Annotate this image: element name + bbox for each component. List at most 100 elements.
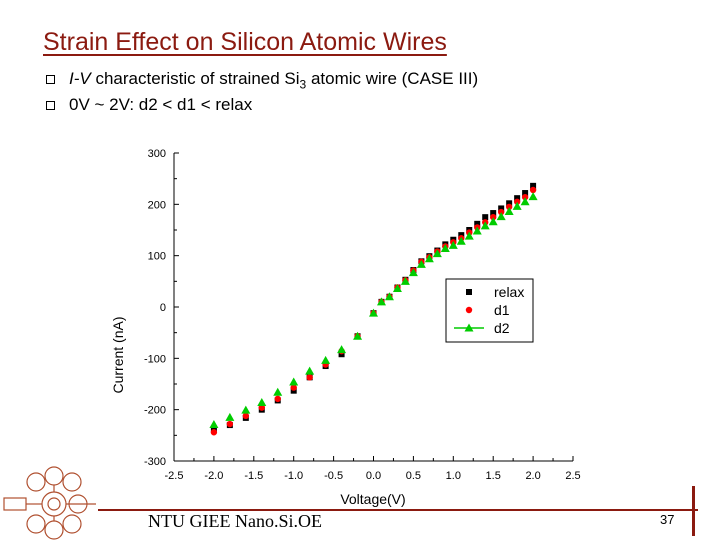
d1-point xyxy=(529,186,537,194)
d1-point xyxy=(505,203,513,211)
relax-point xyxy=(506,200,513,207)
y-tick-label: 100 xyxy=(148,251,166,263)
d2-point xyxy=(448,240,458,249)
legend-label: relax xyxy=(494,284,524,300)
d2-point xyxy=(392,284,402,293)
y-tick-label: 300 xyxy=(148,148,166,160)
d2-point xyxy=(480,221,490,230)
y-tick-label: 200 xyxy=(148,199,166,211)
slide-title: Strain Effect on Silicon Atomic Wires xyxy=(43,28,447,56)
d1-point xyxy=(258,404,265,411)
legend-marker-relax xyxy=(466,289,472,295)
d2-point xyxy=(464,231,474,240)
d2-point xyxy=(384,292,394,301)
d2-point xyxy=(225,412,235,421)
legend-marker-d2 xyxy=(464,323,474,332)
legend-label: d2 xyxy=(494,320,510,336)
y-axis-label: Current (nA) xyxy=(110,316,126,393)
d2-point xyxy=(353,331,363,340)
x-tick-label: 2.5 xyxy=(565,470,580,482)
d2-point xyxy=(432,249,442,258)
d2-point xyxy=(321,355,331,364)
x-tick-label: -1.5 xyxy=(244,470,263,482)
y-tick-label: -300 xyxy=(144,456,166,468)
institution-logo xyxy=(0,462,100,545)
d1-point xyxy=(521,193,529,201)
legend-label: d1 xyxy=(494,302,510,318)
square-bullet-icon xyxy=(46,75,55,84)
bullet-item: 0V ~ 2V: d2 < d1 < relax xyxy=(40,94,478,120)
bullet-list: I-V characteristic of strained Si3 atomi… xyxy=(40,68,478,120)
d1-point xyxy=(242,412,250,420)
d1-point xyxy=(513,198,521,205)
d2-point xyxy=(369,308,378,317)
d2-point xyxy=(496,212,506,221)
d2-point xyxy=(273,387,283,396)
y-tick-label: -200 xyxy=(144,405,166,417)
x-tick-label: 0.5 xyxy=(406,470,421,482)
relax-point xyxy=(514,195,521,202)
d2-point xyxy=(440,243,450,252)
d1-point xyxy=(497,208,505,216)
x-tick-label: -2.0 xyxy=(204,470,223,482)
x-tick-label: -0.5 xyxy=(324,470,343,482)
relax-point xyxy=(522,190,529,197)
x-tick-label: 0.0 xyxy=(366,470,381,482)
logo-icon xyxy=(3,466,96,540)
square-bullet-icon xyxy=(46,101,55,110)
d2-point xyxy=(528,192,538,201)
bullet-text: 0V ~ 2V: d2 < d1 < relax xyxy=(69,95,253,114)
chart-axes: 300 200 100 0 -100 -200 -300 -2.5 -2.0 -1.5 -1.0 -0… xyxy=(144,148,581,482)
chart-marks xyxy=(209,182,538,436)
x-tick-label: 1.0 xyxy=(446,470,461,482)
x-tick-label: 1.5 xyxy=(486,470,501,482)
bullet-subscript: 3 xyxy=(299,77,307,92)
footer-accent-bar xyxy=(692,486,695,536)
relax-point xyxy=(498,205,505,212)
d2-point xyxy=(424,254,434,263)
d2-point xyxy=(400,276,410,285)
y-tick-label: 0 xyxy=(160,302,166,314)
d2-point xyxy=(488,217,498,226)
relax-point xyxy=(482,214,489,221)
d2-point xyxy=(512,201,522,210)
d2-point xyxy=(504,207,514,216)
x-tick-label: 2.0 xyxy=(525,470,540,482)
d2-point xyxy=(337,345,347,354)
relax-point xyxy=(530,182,537,189)
footer-text: NTU GIEE Nano.Si.OE xyxy=(148,511,322,531)
d2-point xyxy=(209,420,219,429)
bullet-item: I-V characteristic of strained Si3 atomi… xyxy=(40,68,478,94)
page-number: 37 xyxy=(660,512,675,527)
footer-divider xyxy=(98,509,698,511)
d1-point xyxy=(274,395,281,403)
d2-point xyxy=(241,405,251,414)
relax-point xyxy=(474,220,481,227)
d1-point xyxy=(210,429,218,436)
d2-point xyxy=(416,259,426,268)
d2-point xyxy=(456,236,466,245)
d2-point xyxy=(305,366,315,375)
x-tick-label: -1.0 xyxy=(284,470,303,482)
x-axis-label: Voltage(V) xyxy=(340,491,405,507)
bullet-prefix: I-V xyxy=(69,69,91,88)
d2-point xyxy=(472,226,482,235)
bullet-suffix: atomic wire (CASE III) xyxy=(306,69,479,88)
d1-point xyxy=(226,420,234,428)
legend-box xyxy=(445,278,534,343)
d2-point xyxy=(257,397,267,406)
d2-point xyxy=(289,377,299,386)
d1-point xyxy=(490,213,497,221)
d2-point xyxy=(408,268,418,277)
relax-point xyxy=(490,210,497,217)
d2-point xyxy=(520,197,530,206)
chart-legend: relax d1 d2 xyxy=(445,278,534,343)
d2-point xyxy=(376,297,386,306)
legend-marker-d1 xyxy=(465,306,473,314)
bullet-text: characteristic of strained Si xyxy=(90,69,300,88)
d1-point xyxy=(306,374,313,381)
x-tick-label: -2.5 xyxy=(165,470,184,482)
y-tick-label: -100 xyxy=(144,353,166,365)
d1-point xyxy=(290,384,297,391)
